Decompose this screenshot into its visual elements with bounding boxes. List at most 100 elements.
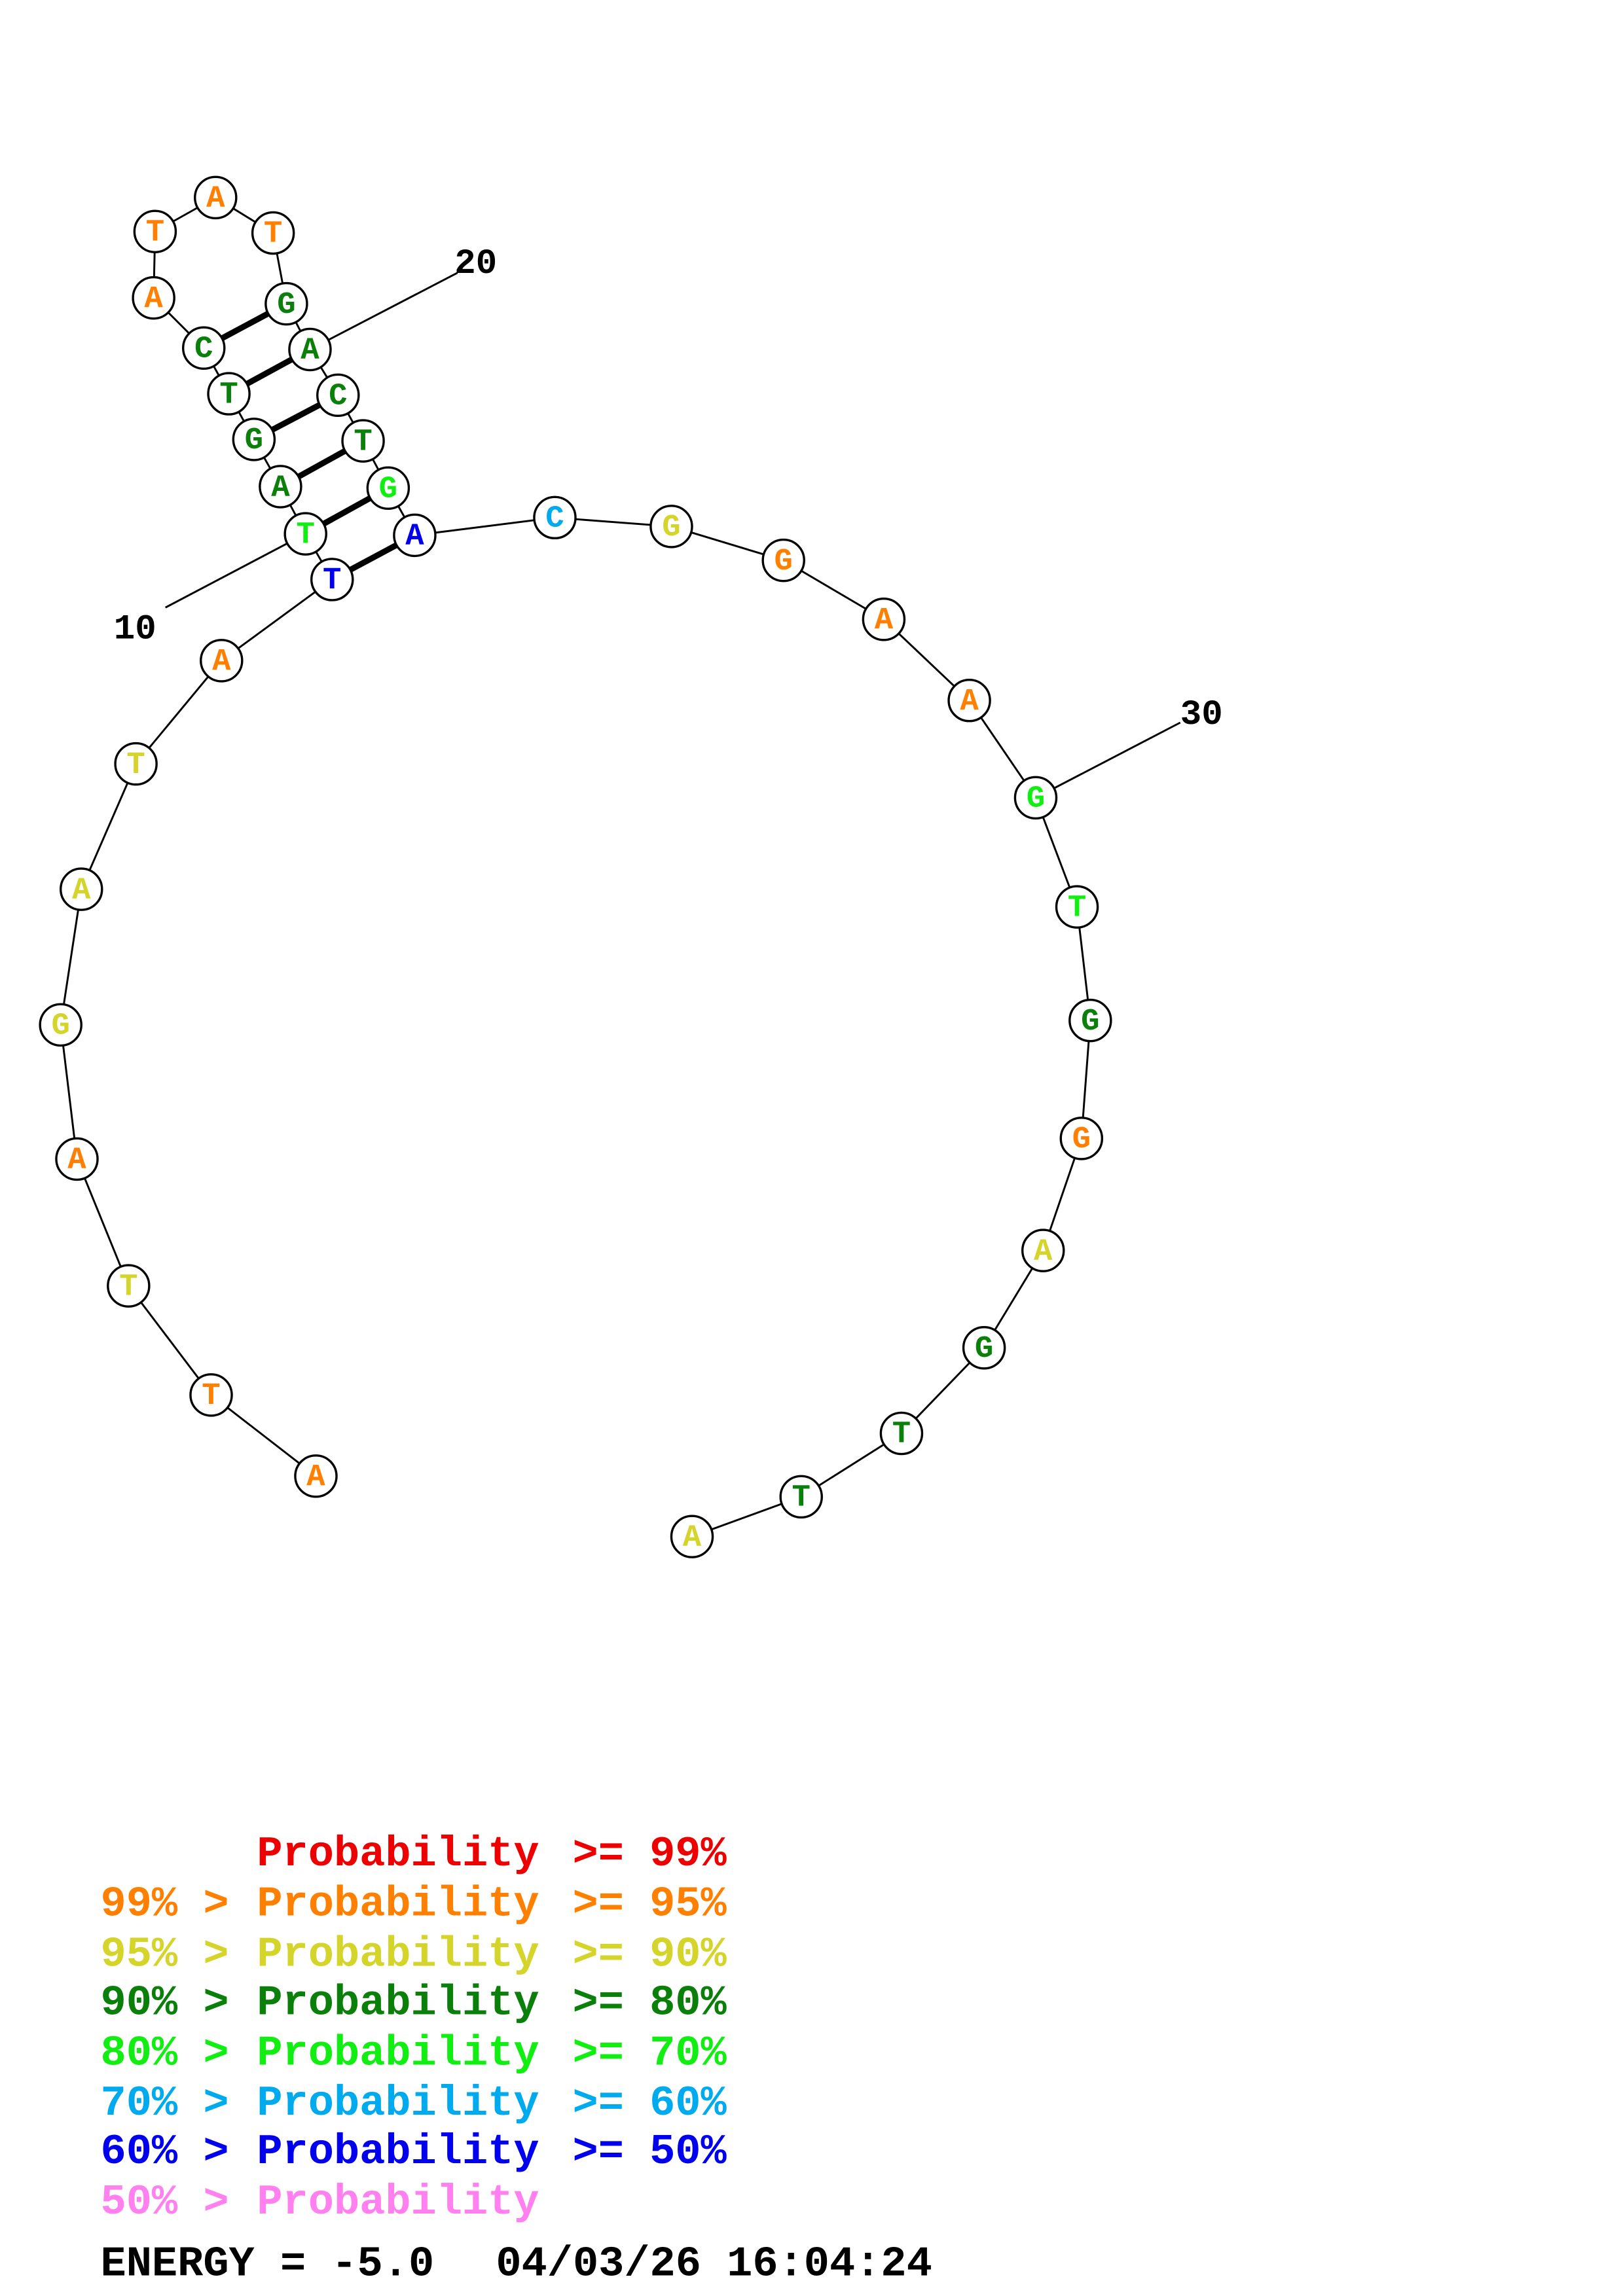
nucleotide-circle: [194, 175, 238, 220]
nucleotide-letter: A: [1034, 1234, 1053, 1269]
nucleotide-letter: T: [1068, 891, 1086, 925]
backbone-link: [414, 516, 555, 537]
nucleotide: G: [366, 466, 410, 510]
nucleotide-circle: [200, 639, 244, 683]
nucleotide: T: [114, 742, 158, 786]
legend-text: Probability: [257, 2178, 539, 2227]
backbone-link: [80, 763, 137, 890]
nucleotide-circle: [366, 466, 410, 510]
nucleotide: T: [283, 512, 327, 556]
legend-text: Probability: [257, 2029, 539, 2077]
legend-text: 99% >: [101, 1880, 229, 1929]
nucleotide-circle: [947, 678, 991, 723]
nucleotide-circle: [132, 276, 175, 320]
nucleotide-letter: G: [245, 423, 263, 458]
nucleotide: C: [316, 373, 360, 418]
nucleotide-letter: T: [297, 518, 315, 552]
nucleotide-letter: T: [219, 378, 238, 412]
legend-entry: 99% > Probability >= 95%: [101, 1880, 727, 1929]
backbone-link: [60, 889, 82, 1026]
legend-entry: 95% > Probability >= 90%: [101, 1930, 727, 1979]
nucleotide: A: [1021, 1229, 1065, 1272]
legend-text: 90% >: [101, 1979, 229, 2028]
nucleotide: T: [341, 419, 385, 463]
nucleotide-letter: A: [67, 1143, 86, 1178]
nucleotide: T: [779, 1475, 823, 1519]
nucleotide-circle: [1055, 885, 1099, 929]
energy-label: ENERGY = -5.0: [101, 2240, 435, 2288]
nucleotide-letter: A: [683, 1520, 702, 1555]
nucleotide-circle: [1059, 1117, 1104, 1160]
backbone-link: [210, 1394, 317, 1477]
nucleotide: T: [207, 372, 251, 416]
nucleotide-letter: T: [202, 1379, 220, 1414]
legend-text: Probability: [257, 1830, 539, 1878]
legend-text: 50% >: [101, 2178, 229, 2227]
legend-text: >= 50%: [573, 2128, 727, 2176]
nucleotide: G: [1059, 1117, 1104, 1160]
nucleotide-letter: C: [194, 332, 213, 367]
position-label: 10: [114, 610, 156, 650]
nucleotide-letter: A: [212, 645, 231, 679]
nucleotide: C: [182, 326, 226, 370]
nucleotide: A: [862, 598, 906, 641]
nucleotide-letter: T: [792, 1481, 811, 1516]
nucleotide-letter: A: [960, 685, 979, 719]
nucleotide-circle: [232, 418, 276, 461]
nucleotide: A: [294, 1454, 338, 1498]
nucleotide-letter: C: [329, 380, 347, 414]
nucleotide: A: [60, 867, 103, 911]
nucleotide: A: [393, 513, 437, 558]
nucleotide-circle: [251, 211, 295, 255]
legend-entry: 80% > Probability >= 70%: [101, 2029, 727, 2077]
nucleotide-circle: [649, 505, 693, 548]
legend-text: Probability: [257, 1979, 539, 2028]
nucleotide-circle: [1013, 776, 1058, 820]
backbone-link: [128, 1285, 212, 1396]
legend-text: Probability: [257, 1880, 539, 1929]
nucleotide: T: [879, 1411, 924, 1456]
nucleotide: A: [194, 175, 238, 220]
nucleotide-circle: [310, 558, 354, 601]
nucleotide-circle: [862, 598, 906, 641]
tick-line: [309, 272, 458, 351]
legend-text: Probability: [257, 2079, 539, 2128]
legend-text: Probability: [257, 1930, 539, 1979]
legend-text: 80% >: [101, 2029, 229, 2077]
nucleotide-letter: A: [72, 873, 91, 908]
legend-text: >= 60%: [573, 2079, 727, 2128]
nucleotide-circle: [264, 281, 308, 326]
timestamp: 04/03/26 16:04:24: [496, 2240, 932, 2288]
nucleotide-circle: [182, 326, 226, 370]
legend-text: >= 70%: [573, 2029, 727, 2077]
nucleotide-circle: [283, 512, 327, 556]
position-label: 20: [454, 244, 497, 284]
nucleotide: A: [288, 327, 332, 372]
nucleotide: T: [1055, 885, 1099, 929]
nucleotide-letter: G: [379, 473, 397, 507]
nucleotide-circle: [189, 1373, 233, 1417]
nucleotide-letter: T: [264, 217, 282, 252]
tick-line: [164, 533, 306, 609]
nucleotide-letter: A: [405, 520, 424, 554]
nucleotide-letter: A: [206, 182, 225, 217]
position-ticks: 10 20 30: [114, 244, 1223, 799]
legend-entry: 90% > Probability >= 80%: [101, 1979, 727, 2028]
nucleotide: C: [533, 495, 577, 540]
backbone-link: [221, 579, 333, 662]
nucleotide-circle: [60, 867, 103, 911]
nucleotide-circle: [670, 1515, 714, 1558]
nucleotide: T: [189, 1373, 233, 1417]
nucleotide-letter: T: [119, 1270, 137, 1304]
nucleotide: T: [310, 558, 354, 601]
legend-text: >= 80%: [573, 1979, 727, 2028]
nucleotide-circle: [1068, 998, 1112, 1043]
nucleotide-circle: [107, 1264, 151, 1308]
legend-entry: 70% > Probability >= 60%: [101, 2079, 727, 2128]
nucleotide-circle: [288, 327, 332, 372]
position-label: 30: [1180, 695, 1223, 735]
backbone-link: [60, 1024, 78, 1160]
legend-entry: Probability >= 99%: [257, 1830, 727, 1878]
nucleotide-letter: T: [892, 1418, 911, 1452]
